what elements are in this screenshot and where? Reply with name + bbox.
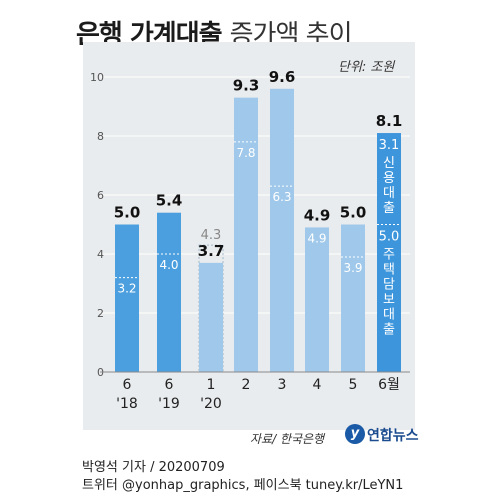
x-tick-label: '20 (200, 396, 222, 412)
logo-text: 연합뉴스 (367, 428, 419, 444)
x-tick-label: 2 (242, 377, 251, 393)
value-label: 3.7 (198, 242, 225, 260)
x-tick-label: '18 (116, 396, 138, 412)
y-tick-label: 8 (97, 130, 104, 143)
x-tick-label: 1 (207, 377, 216, 393)
bar (234, 97, 258, 373)
mortgage-value-label: 4.0 (159, 258, 178, 272)
x-tick-label: 6월 (378, 377, 400, 393)
value-label: 9.6 (269, 68, 296, 86)
prev-value-outline (198, 244, 224, 373)
value-label: 4.9 (304, 206, 331, 224)
bar (115, 224, 139, 372)
yonhap-logo: y 연합뉴스 (345, 422, 419, 448)
y-tick-label: 2 (97, 307, 104, 320)
mortgage-value-label: 3.9 (343, 261, 362, 275)
value-label: 5.4 (156, 192, 183, 210)
unit-label: 단위: 조원 (338, 60, 395, 75)
value-label: 5.0 (340, 204, 367, 222)
x-tick-label: 4 (313, 377, 322, 393)
prev-value-label: 4.3 (201, 228, 222, 243)
bar (341, 224, 365, 372)
bar (305, 227, 329, 372)
mortgage-value-label: 7.8 (236, 146, 255, 160)
value-label: 5.0 (114, 204, 141, 222)
x-tick-label: 6 (123, 377, 132, 393)
x-tick-label: '19 (158, 396, 180, 412)
x-tick-label: 5 (349, 377, 358, 393)
bar (270, 88, 294, 373)
byline: 박영석 기자 / 20200709 (82, 460, 225, 475)
y-tick-label: 6 (97, 189, 104, 202)
bar (377, 133, 401, 372)
value-label: 8.1 (376, 112, 403, 130)
mortgage-value-label: 5.0 (379, 230, 400, 245)
mortgage-value-label: 6.3 (272, 190, 291, 204)
social-links: 트위터 @yonhap_graphics, 페이스북 tuney.kr/LeYN… (82, 478, 404, 493)
bar (157, 212, 181, 372)
x-tick-label: 3 (278, 377, 287, 393)
x-tick-label: 6 (165, 377, 174, 393)
credit-value-label: 3.1 (379, 138, 400, 153)
yonhap-logo-icon: y (345, 424, 365, 444)
bar (199, 262, 223, 372)
y-tick-label: 4 (97, 248, 104, 261)
y-tick-label: 10 (90, 71, 104, 84)
mortgage-value-label: 3.2 (117, 282, 136, 296)
mortgage-value-label: 4.9 (307, 231, 326, 245)
source-label: 자료/ 한국은행 (250, 432, 325, 446)
value-label: 9.3 (233, 77, 260, 95)
